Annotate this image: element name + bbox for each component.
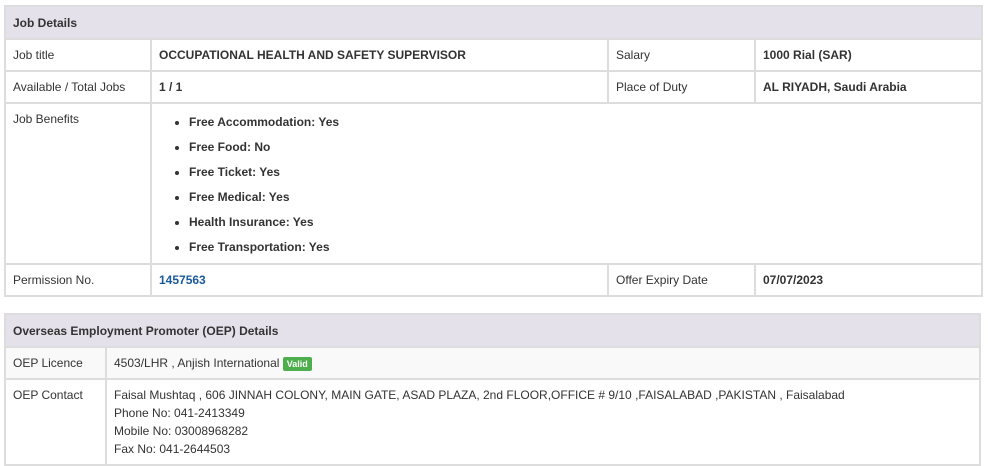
place-label: Place of Duty	[607, 70, 756, 104]
expiry-label: Offer Expiry Date	[607, 263, 756, 297]
benefits-cell: Free Accommodation: Yes Free Food: No Fr…	[149, 102, 984, 265]
permission-label: Permission No.	[4, 263, 152, 297]
oep-contact-address: Faisal Mushtaq , 606 JINNAH COLONY, MAIN…	[114, 388, 845, 402]
benefit-item: Free Food: No	[189, 135, 974, 160]
permission-cell: 1457563	[150, 263, 609, 297]
oep-details-header: Overseas Employment Promoter (OEP) Detai…	[4, 313, 981, 348]
oep-mobile: Mobile No: 03008968282	[114, 424, 249, 438]
salary-label: Salary	[607, 38, 756, 72]
permission-link[interactable]: 1457563	[159, 273, 206, 287]
job-title-value: OCCUPATIONAL HEALTH AND SAFETY SUPERVISO…	[150, 38, 609, 72]
benefit-item: Free Ticket: Yes	[189, 160, 974, 185]
salary-value: 1000 Rial (SAR)	[753, 38, 984, 72]
benefits-list: Free Accommodation: Yes Free Food: No Fr…	[159, 110, 974, 260]
valid-badge: Valid	[282, 356, 312, 371]
benefit-item: Free Transportation: Yes	[189, 235, 974, 260]
job-title-label: Job title	[4, 38, 152, 72]
oep-contact-label: OEP Contact	[4, 378, 107, 466]
oep-contact-cell: Faisal Mushtaq , 606 JINNAH COLONY, MAIN…	[105, 378, 981, 466]
benefit-item: Health Insurance: Yes	[189, 210, 974, 235]
oep-details-table: Overseas Employment Promoter (OEP) Detai…	[4, 313, 981, 466]
oep-phone: Phone No: 041-2413349	[114, 406, 245, 420]
benefit-item: Free Accommodation: Yes	[189, 110, 974, 135]
jobs-label: Available / Total Jobs	[4, 70, 152, 104]
oep-licence-label: OEP Licence	[4, 346, 107, 380]
expiry-value: 07/07/2023	[753, 263, 984, 297]
place-value: AL RIYADH, Saudi Arabia	[753, 70, 984, 104]
job-details-table: Job Details Job title OCCUPATIONAL HEALT…	[3, 5, 984, 297]
oep-licence-cell: 4503/LHR , Anjish International Valid	[105, 346, 981, 380]
benefits-label: Job Benefits	[4, 102, 152, 265]
oep-licence-value: 4503/LHR , Anjish International	[114, 356, 280, 370]
jobs-value: 1 / 1	[150, 70, 609, 104]
job-details-header: Job Details	[3, 5, 984, 40]
oep-fax: Fax No: 041-2644503	[114, 442, 231, 456]
benefit-item: Free Medical: Yes	[189, 185, 974, 210]
